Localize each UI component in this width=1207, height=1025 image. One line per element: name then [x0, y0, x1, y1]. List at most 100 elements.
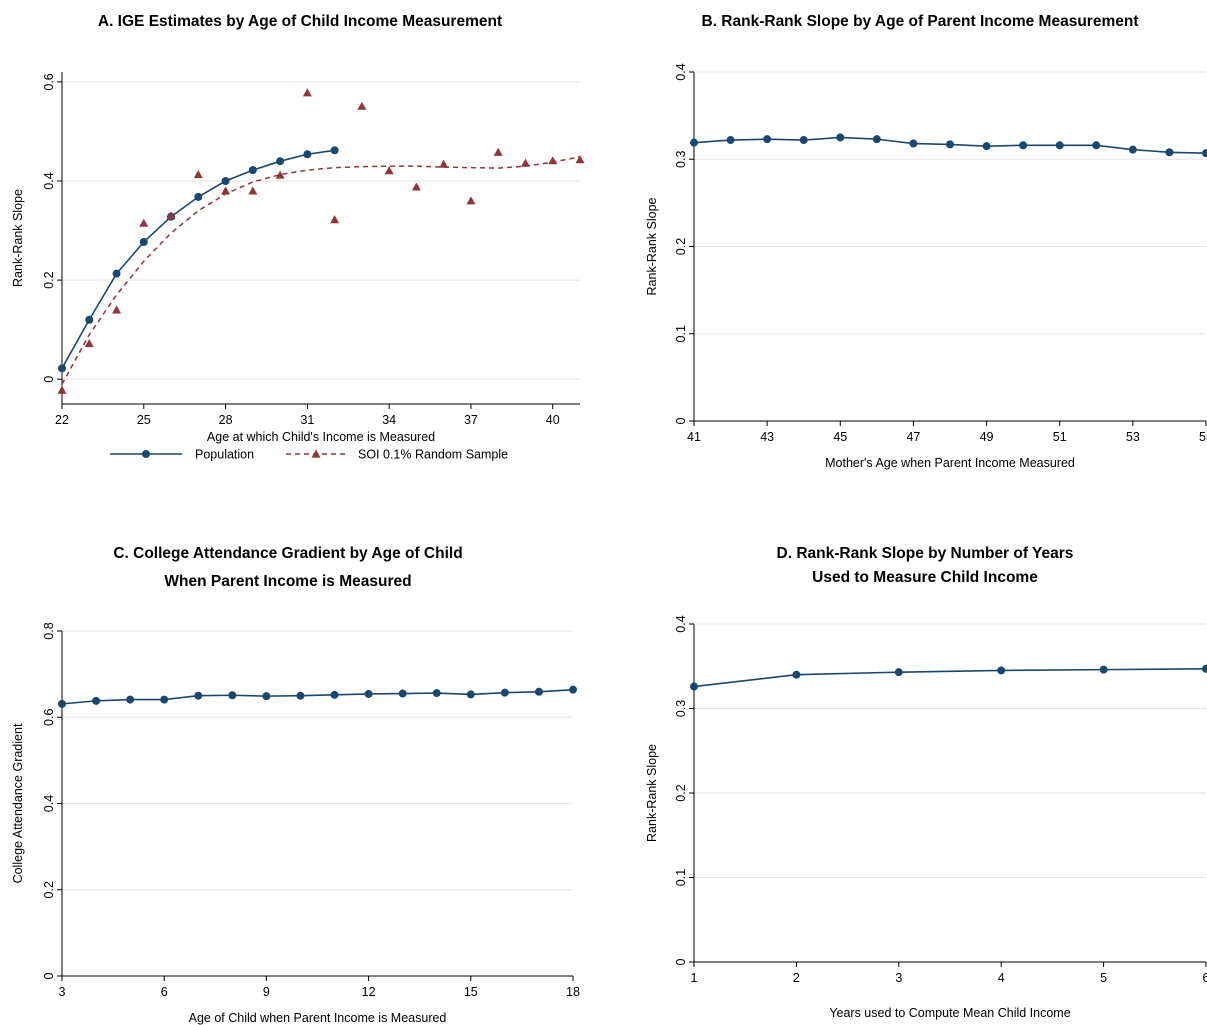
data-point-triangle	[248, 186, 258, 195]
data-point	[946, 140, 954, 149]
fit-line	[61, 155, 581, 385]
x-tick-label: 3	[59, 985, 66, 999]
y-tick-label: 0.4	[674, 63, 688, 80]
x-tick-label: 28	[219, 413, 233, 427]
chart-title: D. Rank-Rank Slope by Number of Years	[777, 545, 1074, 562]
x-tick-label: 51	[1053, 430, 1067, 444]
x-tick-label: 34	[382, 413, 396, 427]
data-point	[799, 136, 808, 145]
data-point-triangle	[84, 339, 94, 348]
data-point-triangle	[466, 196, 476, 205]
data-point	[262, 692, 271, 701]
data-point	[432, 689, 441, 698]
y-tick-label: 0.2	[42, 881, 56, 898]
data-point	[690, 138, 698, 147]
data-point	[726, 136, 735, 145]
chart-title: C. College Attendance Gradient by Age of…	[113, 545, 462, 562]
x-tick-label: 6	[1203, 971, 1207, 985]
data-point	[569, 685, 577, 694]
legend-label: Population	[195, 448, 254, 462]
x-tick-label: 53	[1126, 430, 1140, 444]
y-tick-label: 0.4	[674, 615, 688, 632]
data-point	[364, 689, 373, 698]
data-point	[997, 666, 1006, 675]
y-tick-label: 0.2	[42, 271, 56, 288]
y-axis-label: College Attendance Gradient	[11, 723, 25, 883]
data-point	[228, 691, 237, 700]
x-tick-label: 41	[687, 430, 701, 444]
series-line	[693, 667, 1207, 688]
data-point	[1099, 665, 1108, 674]
chart-title: B. Rank-Rank Slope by Age of Parent Inco…	[702, 13, 1139, 30]
data-point	[398, 689, 407, 698]
x-tick-label: 1	[691, 971, 698, 985]
data-point-triangle	[221, 186, 231, 195]
series-line	[61, 149, 335, 369]
data-point	[1202, 149, 1207, 158]
data-point	[139, 237, 148, 246]
data-point-triangle	[302, 88, 312, 97]
data-point	[909, 139, 918, 148]
data-point	[248, 166, 257, 175]
x-tick-label: 49	[980, 430, 994, 444]
data-point	[1165, 148, 1174, 157]
legend-label: SOI 0.1% Random Sample	[358, 448, 508, 462]
panel-c: C. College Attendance Gradient by Age of…	[11, 545, 580, 1025]
x-tick-label: 5	[1100, 971, 1107, 985]
data-point-triangle	[439, 159, 449, 168]
x-axis-label: Age of Child when Parent Income is Measu…	[189, 1011, 447, 1025]
data-point	[58, 364, 66, 373]
data-point-triangle	[357, 101, 367, 110]
x-axis-label: Years used to Compute Mean Child Income	[829, 1006, 1070, 1020]
y-axis-label: Rank-Rank Slope	[645, 744, 659, 842]
data-point	[1092, 141, 1101, 150]
data-point	[112, 269, 121, 278]
x-tick-label: 15	[464, 985, 478, 999]
data-point	[85, 315, 94, 324]
x-tick-label: 47	[906, 430, 920, 444]
data-point	[982, 142, 991, 151]
data-point	[126, 695, 135, 704]
data-point	[534, 687, 543, 696]
x-tick-label: 43	[760, 430, 774, 444]
x-tick-label: 12	[362, 985, 376, 999]
data-point-triangle	[193, 170, 203, 179]
data-point	[763, 135, 772, 144]
y-axis-label: Rank-Rank Slope	[645, 197, 659, 295]
y-tick-label: 0	[674, 958, 688, 965]
legend: Population SOI 0.1% Random Sample	[110, 448, 508, 462]
y-tick-label: 0	[674, 417, 688, 424]
data-point	[690, 682, 698, 691]
y-tick-label: 0.1	[674, 325, 688, 342]
data-point-triangle	[575, 155, 585, 164]
data-point	[58, 699, 66, 708]
data-point	[303, 150, 312, 159]
data-point-triangle	[548, 156, 558, 165]
data-point	[1128, 145, 1137, 154]
x-axis-label: Age at which Child's Income is Measured	[207, 430, 435, 444]
chart-title: A. IGE Estimates by Age of Child Income …	[98, 13, 502, 30]
data-point	[221, 177, 230, 186]
chart-subtitle: When Parent Income is Measured	[164, 573, 411, 590]
y-tick-label: 0.3	[674, 151, 688, 168]
data-point-triangle	[493, 147, 503, 156]
data-point-triangle	[520, 158, 530, 167]
x-tick-label: 9	[263, 985, 270, 999]
y-tick-label: 0.6	[42, 73, 56, 90]
data-point-triangle	[411, 182, 421, 191]
data-point	[894, 668, 903, 677]
panel-b: B. Rank-Rank Slope by Age of Parent Inco…	[645, 13, 1207, 470]
legend-marker	[311, 449, 321, 458]
data-point	[330, 690, 339, 699]
x-axis-label: Mother's Age when Parent Income Measured	[825, 456, 1075, 470]
data-point-triangle	[57, 385, 67, 394]
y-tick-label: 0.3	[674, 700, 688, 717]
y-tick-label: 0.6	[42, 709, 56, 726]
data-point	[792, 670, 801, 679]
data-point	[872, 135, 881, 144]
x-tick-label: 45	[833, 430, 847, 444]
y-tick-label: 0.2	[674, 238, 688, 255]
x-tick-label: 3	[895, 971, 902, 985]
x-tick-label: 40	[546, 413, 560, 427]
